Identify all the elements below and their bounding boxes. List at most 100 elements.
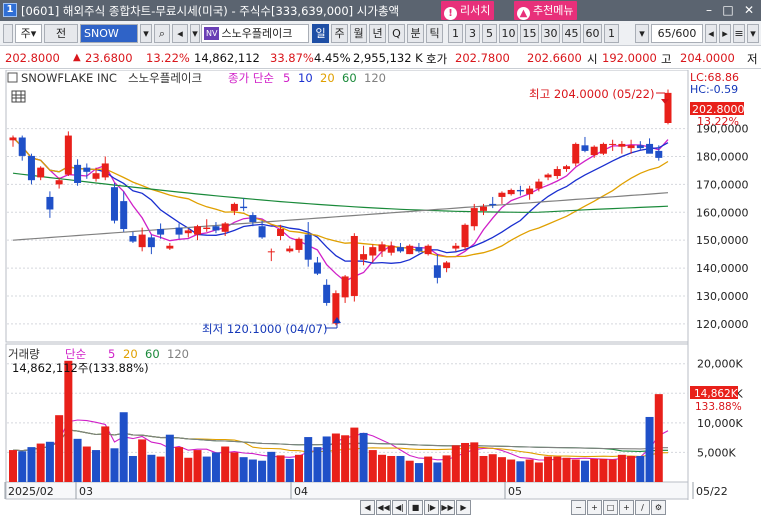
interval-button-7[interactable]: 60 <box>583 24 602 43</box>
thumbs-up-icon: ▲ <box>517 7 530 20</box>
candle-body <box>452 245 460 249</box>
search-icon[interactable]: ⌕ <box>154 24 170 43</box>
chart-canvas[interactable]: 190,0000 180,0000 170,0000 160,0000 150,0000… <box>0 69 761 518</box>
zoom-in-icon[interactable]: + <box>587 500 602 515</box>
price-change-pct: 13.22% <box>146 51 190 65</box>
interval-button-8[interactable]: 1 <box>604 24 619 43</box>
volume-bar <box>368 450 377 482</box>
volume-ma-legend-20[interactable]: 20 <box>123 347 138 361</box>
scroll-left-icon[interactable]: ◀ <box>360 500 375 515</box>
interval-button-4[interactable]: 15 <box>520 24 539 43</box>
candle-body <box>360 254 368 260</box>
candle-body <box>138 234 146 248</box>
volume-bar <box>507 459 516 482</box>
expand-icon[interactable]: ▾ <box>747 24 759 43</box>
period-tab-3[interactable]: 년 <box>369 24 386 43</box>
zoom-out-icon[interactable]: − <box>571 500 586 515</box>
nv-badge: NV <box>204 27 220 40</box>
volume-ma-label: 단순 <box>65 347 86 361</box>
settings-icon[interactable]: ≡ <box>733 24 745 43</box>
chevron-left-icon[interactable]: ◂ <box>705 24 717 43</box>
interval-button-0[interactable]: 1 <box>448 24 463 43</box>
last-price-tag-text: 202.8000 <box>692 103 745 116</box>
volume-bar <box>414 463 423 482</box>
period-tab-5[interactable]: 분 <box>407 24 424 43</box>
ma-legend-10[interactable]: 10 <box>298 71 313 85</box>
volume-ma-legend-5[interactable]: 5 <box>108 347 115 361</box>
fast-forward-icon[interactable]: ▶▶ <box>440 500 455 515</box>
high-marker-arrow-icon <box>661 99 669 104</box>
recommend-menu-button[interactable]: ▲ 추천메뉴 <box>514 1 578 20</box>
candle-body <box>221 223 229 232</box>
candle-body <box>489 203 497 206</box>
candle-body <box>341 276 349 298</box>
interval-button-6[interactable]: 45 <box>562 24 581 43</box>
research-button[interactable]: ! 리서치 <box>441 1 495 20</box>
period-tab-6[interactable]: 틱 <box>426 24 443 43</box>
volume-bar <box>534 462 543 482</box>
turnover-rate: 4.45% <box>314 51 351 65</box>
grip-icon[interactable] <box>7 72 18 83</box>
scroll-right-icon[interactable]: ▶ <box>456 500 471 515</box>
ma-legend-60[interactable]: 60 <box>342 71 357 85</box>
title-bar: 1 [0601] 해외주식 종합차트-무료시세(미국) - 주식수[333,63… <box>0 0 761 21</box>
price-tick-label: 140,0000 <box>696 262 749 275</box>
grip-handle[interactable] <box>3 24 13 43</box>
candle-body <box>27 155 35 181</box>
chevron-down-icon[interactable]: ▾ <box>190 24 200 43</box>
interval-button-1[interactable]: 3 <box>465 24 480 43</box>
hc-label: HC:-0.59 <box>690 83 738 96</box>
ma-legend-5[interactable]: 5 <box>283 71 290 85</box>
candle-body <box>350 235 358 296</box>
config-icon[interactable]: ⚙ <box>651 500 666 515</box>
period-tab-4[interactable]: Q <box>388 24 405 43</box>
ma-line-20 <box>12 137 669 258</box>
symbol-input[interactable]: SNOW <box>80 24 138 43</box>
interval-button-5[interactable]: 30 <box>541 24 560 43</box>
volume-bar <box>433 462 442 482</box>
volume-bar <box>461 442 470 482</box>
volume-bar <box>239 457 248 482</box>
period-tab-0[interactable]: 일 <box>312 24 329 43</box>
page-count-field[interactable]: 65/600 <box>651 24 703 43</box>
fit-icon[interactable]: □ <box>603 500 618 515</box>
candle-body <box>599 143 607 154</box>
chevron-down-icon[interactable]: ▾ <box>140 24 152 43</box>
first-page-icon[interactable]: ◀| <box>392 500 407 515</box>
chevron-right-icon[interactable]: ▸ <box>719 24 731 43</box>
candle-body <box>369 247 377 256</box>
period-tab-1[interactable]: 주 <box>331 24 348 43</box>
maximize-button[interactable]: □ <box>722 3 734 17</box>
chevron-down-icon[interactable]: ▾ <box>635 24 649 43</box>
price-tick-label: 190,0000 <box>696 123 749 136</box>
candle-body <box>175 227 183 235</box>
volume-bar <box>331 433 340 482</box>
speaker-icon[interactable]: ◂ <box>172 24 188 43</box>
market-select[interactable]: 주▾ <box>15 24 42 43</box>
volume-bar <box>82 446 91 482</box>
crosshair-icon[interactable]: + <box>619 500 634 515</box>
rewind-icon[interactable]: ◀◀ <box>376 500 391 515</box>
interval-button-2[interactable]: 5 <box>482 24 497 43</box>
draw-icon[interactable]: ∕ <box>635 500 650 515</box>
date-tick-label: 05 <box>508 485 522 498</box>
prev-button[interactable]: 전 <box>44 24 78 43</box>
candle-body <box>120 201 128 230</box>
candle-body <box>461 224 469 248</box>
stop-icon[interactable]: ■ <box>408 500 423 515</box>
table-icon[interactable] <box>11 90 26 103</box>
bid-label: 호가 <box>426 52 448 66</box>
high-price: 204.0000 <box>680 51 735 65</box>
period-tab-2[interactable]: 월 <box>350 24 367 43</box>
close-button[interactable]: ✕ <box>743 3 755 17</box>
ma-legend-20[interactable]: 20 <box>320 71 335 85</box>
minimize-button[interactable]: – <box>706 3 712 17</box>
last-page-icon[interactable]: |▶ <box>424 500 439 515</box>
ma-legend-120[interactable]: 120 <box>364 71 386 85</box>
interval-button-3[interactable]: 10 <box>499 24 518 43</box>
stock-name-field[interactable]: NV 스노우플레이크 <box>201 24 309 43</box>
volume-ma-legend-120[interactable]: 120 <box>167 347 189 361</box>
ma-line-60 <box>12 172 669 213</box>
volume-ma-legend-60[interactable]: 60 <box>145 347 160 361</box>
candle-body <box>83 167 91 172</box>
